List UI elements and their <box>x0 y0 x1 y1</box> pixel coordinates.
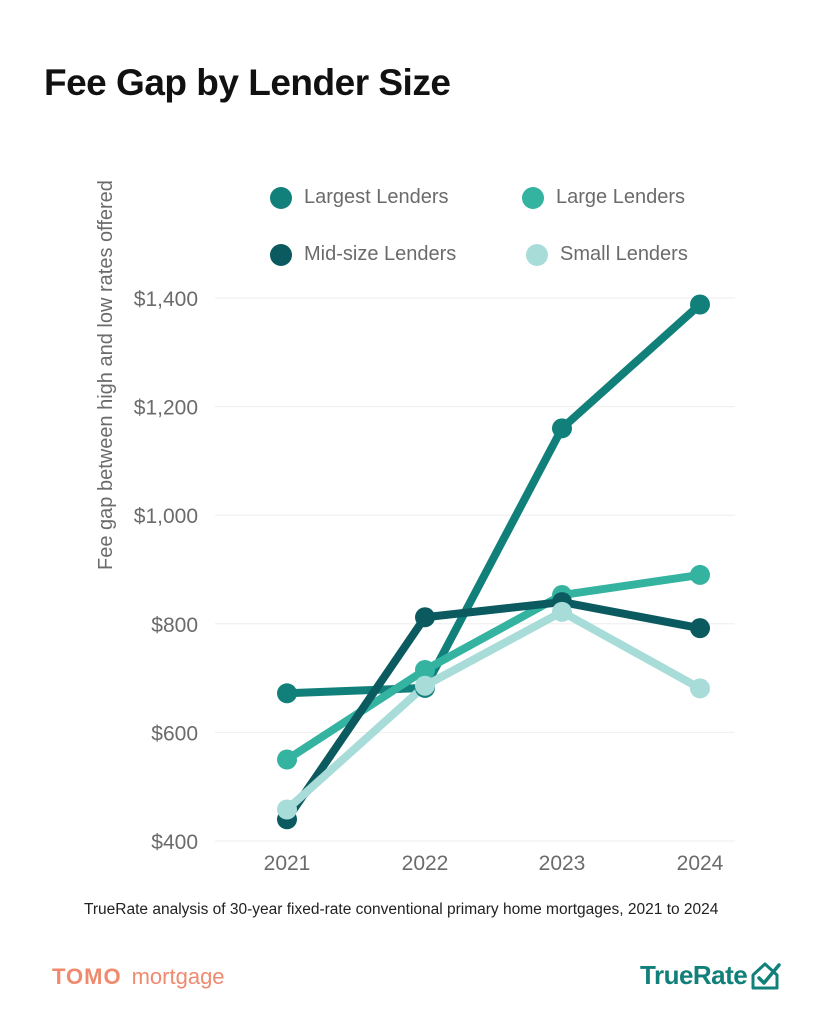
mortgage-logo-word: mortgage <box>131 964 225 989</box>
legend-dot-large <box>522 186 544 209</box>
x-tick-label: 2023 <box>539 852 586 875</box>
data-point-largest <box>690 294 710 315</box>
house-check-icon <box>751 962 782 990</box>
x-tick-label: 2022 <box>402 852 449 875</box>
data-point-largest <box>552 418 572 439</box>
y-tick-label: $1,000 <box>134 505 198 528</box>
data-point-small <box>690 678 710 699</box>
legend-label-midsize: Mid-size Lenders <box>304 243 457 265</box>
legend-label-small: Small Lenders <box>560 243 688 265</box>
legend-label-largest: Largest Lenders <box>304 186 449 208</box>
legend-label-large: Large Lenders <box>556 186 685 208</box>
x-tick-label: 2021 <box>264 852 311 875</box>
series-line-largest <box>283 300 704 698</box>
data-point-largest <box>277 683 297 704</box>
tomo-logo-word: TOMO <box>52 964 122 989</box>
legend-dot-largest <box>270 186 292 209</box>
y-axis-title: Fee gap between high and low rates offer… <box>95 180 117 570</box>
source-note: TrueRate analysis of 30-year fixed-rate … <box>84 901 719 918</box>
y-tick-label: $600 <box>151 722 198 745</box>
tomo-mortgage-logo: TOMO mortgage <box>52 964 225 990</box>
legend-item-large: Large Lenders <box>522 186 685 209</box>
truerate-logo-text: TrueRate <box>640 959 748 990</box>
chart-title: Fee Gap by Lender Size <box>44 62 451 103</box>
legend-item-largest: Largest Lenders <box>270 186 449 209</box>
y-tick-label: $1,400 <box>134 288 198 311</box>
y-tick-label: $1,200 <box>134 397 198 420</box>
data-point-large <box>415 659 435 680</box>
data-point-large <box>690 564 710 585</box>
data-point-small <box>552 601 572 622</box>
data-point-large <box>277 749 297 770</box>
legend-dot-midsize <box>270 243 292 266</box>
series-line-small <box>283 607 704 814</box>
x-tick-label: 2024 <box>677 852 724 875</box>
truerate-logo: TrueRate <box>640 959 782 991</box>
data-point-small <box>415 675 435 696</box>
data-point-small <box>277 799 297 820</box>
legend-item-midsize: Mid-size Lenders <box>270 243 456 266</box>
series-line-midsize <box>283 598 704 824</box>
data-point-midsize <box>690 618 710 639</box>
legend-item-small: Small Lenders <box>526 243 688 266</box>
y-tick-label: $800 <box>151 614 198 637</box>
y-tick-label: $400 <box>151 831 198 854</box>
data-point-midsize <box>415 607 435 628</box>
legend-dot-small <box>526 243 548 266</box>
